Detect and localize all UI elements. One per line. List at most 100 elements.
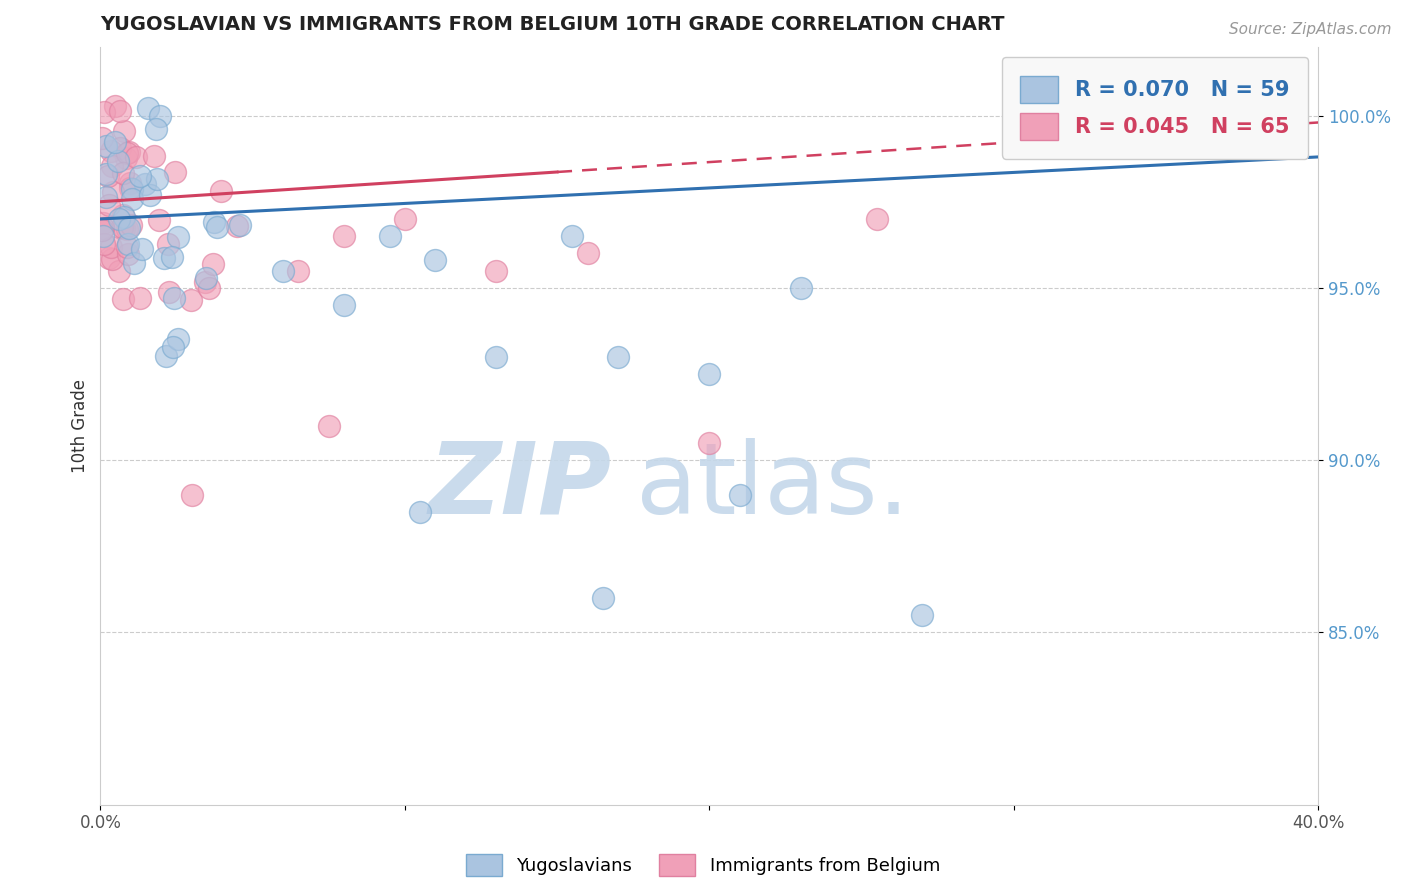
Point <box>115 146 138 161</box>
Point <box>153 251 176 265</box>
Point <box>592 591 614 605</box>
Point <box>167 332 190 346</box>
Point <box>101 160 124 174</box>
Point <box>576 246 599 260</box>
Point <box>198 280 221 294</box>
Point <box>94 138 117 153</box>
Point <box>118 176 141 190</box>
Point <box>194 271 217 285</box>
Point <box>485 263 508 277</box>
Point <box>789 281 811 295</box>
Point <box>205 220 228 235</box>
Point <box>91 216 114 230</box>
Legend: R = 0.070   N = 59, R = 0.045   N = 65: R = 0.070 N = 59, R = 0.045 N = 65 <box>1001 57 1308 159</box>
Point <box>108 104 131 119</box>
Point <box>201 257 224 271</box>
Point <box>112 123 135 137</box>
Point <box>180 487 202 501</box>
Point <box>129 169 152 183</box>
Text: Source: ZipAtlas.com: Source: ZipAtlas.com <box>1229 22 1392 37</box>
Point <box>146 172 169 186</box>
Text: ZIP: ZIP <box>429 438 612 535</box>
Point <box>866 211 889 226</box>
Point <box>287 263 309 277</box>
Point <box>194 275 217 289</box>
Point <box>378 229 401 244</box>
Point <box>156 237 179 252</box>
Point <box>91 221 114 235</box>
Text: atlas.: atlas. <box>637 438 910 535</box>
Point <box>118 145 141 160</box>
Y-axis label: 10th Grade: 10th Grade <box>72 379 89 473</box>
Point <box>112 166 135 180</box>
Point <box>911 608 934 623</box>
Point <box>131 242 153 256</box>
Point <box>318 418 340 433</box>
Point <box>121 192 143 206</box>
Legend: Yugoslavians, Immigrants from Belgium: Yugoslavians, Immigrants from Belgium <box>458 847 948 883</box>
Point <box>160 251 183 265</box>
Point <box>108 263 131 277</box>
Point <box>93 228 115 243</box>
Point <box>122 255 145 269</box>
Point <box>333 298 356 312</box>
Point <box>145 122 167 136</box>
Point <box>120 218 142 232</box>
Point <box>333 229 356 244</box>
Point <box>110 141 132 155</box>
Point <box>121 182 143 196</box>
Point <box>100 144 122 158</box>
Point <box>117 237 139 252</box>
Point <box>100 240 122 254</box>
Point <box>103 135 125 149</box>
Point <box>114 151 136 165</box>
Point <box>202 215 225 229</box>
Point <box>97 251 120 265</box>
Point <box>226 219 249 233</box>
Point <box>149 109 172 123</box>
Point <box>118 181 141 195</box>
Point <box>104 99 127 113</box>
Point <box>101 252 124 266</box>
Point <box>155 350 177 364</box>
Point <box>96 167 118 181</box>
Point <box>136 101 159 115</box>
Point <box>485 350 508 364</box>
Point <box>138 187 160 202</box>
Point <box>112 292 135 306</box>
Point <box>117 246 139 260</box>
Point <box>125 150 148 164</box>
Point <box>163 291 186 305</box>
Point <box>114 211 136 225</box>
Point <box>94 190 117 204</box>
Point <box>134 177 156 191</box>
Point <box>93 105 115 120</box>
Point <box>101 185 124 199</box>
Point <box>111 208 134 222</box>
Point <box>271 263 294 277</box>
Text: YUGOSLAVIAN VS IMMIGRANTS FROM BELGIUM 10TH GRADE CORRELATION CHART: YUGOSLAVIAN VS IMMIGRANTS FROM BELGIUM 1… <box>100 15 1005 34</box>
Point <box>162 340 184 354</box>
Point <box>91 222 114 236</box>
Point <box>1261 102 1284 116</box>
Point <box>394 211 416 226</box>
Point <box>157 285 180 299</box>
Point <box>148 212 170 227</box>
Point <box>110 220 132 235</box>
Point <box>143 149 166 163</box>
Point <box>118 221 141 235</box>
Point <box>107 154 129 169</box>
Point <box>98 198 121 212</box>
Point <box>163 165 186 179</box>
Point <box>697 436 720 450</box>
Point <box>128 291 150 305</box>
Point <box>97 169 120 184</box>
Point <box>166 229 188 244</box>
Point <box>425 253 447 268</box>
Point <box>728 487 751 501</box>
Point <box>607 350 630 364</box>
Point <box>112 221 135 235</box>
Point <box>409 505 432 519</box>
Point <box>93 237 115 252</box>
Point <box>115 221 138 235</box>
